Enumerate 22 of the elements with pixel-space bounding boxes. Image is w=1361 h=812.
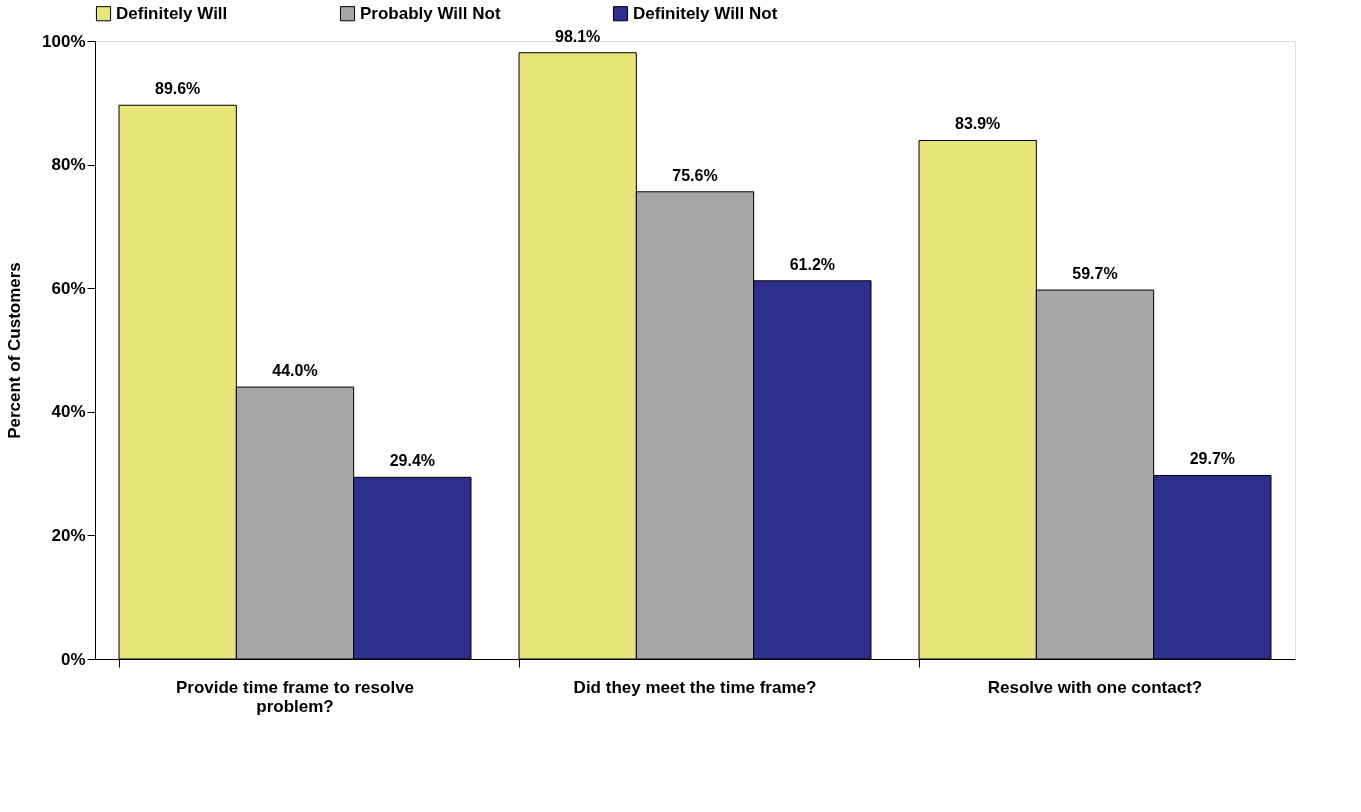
data-label: 59.7% [1072, 265, 1118, 283]
data-label: 75.6% [672, 166, 718, 184]
legend-label: Definitely Will [116, 3, 228, 23]
data-label: 98.1% [554, 27, 601, 45]
data-label: 89.6% [154, 80, 201, 98]
y-tick-label: 100% [42, 31, 86, 51]
x-tick-label: Resolve with one contact? [987, 677, 1203, 697]
legend-label: Definitely Will Not [633, 3, 778, 23]
data-label: 44.0% [272, 362, 318, 380]
y-tick-label: 60% [51, 278, 86, 298]
legend-label: Probably Will Not [360, 3, 501, 23]
x-tick-label: Did they meet the time frame? [573, 677, 817, 697]
y-tick-label: 80% [51, 155, 86, 175]
y-axis-title: Percent of Customers [5, 262, 25, 439]
y-tick-label: 0% [60, 649, 86, 669]
data-label: 61.2% [789, 255, 836, 273]
data-label: 29.4% [389, 452, 436, 470]
data-label: 29.7% [1189, 450, 1236, 468]
y-tick-label: 40% [51, 402, 86, 422]
data-label: 83.9% [954, 115, 1001, 133]
y-tick-label: 20% [51, 525, 86, 545]
x-tick-label: Provide time frame to resolve problem? [175, 677, 415, 716]
